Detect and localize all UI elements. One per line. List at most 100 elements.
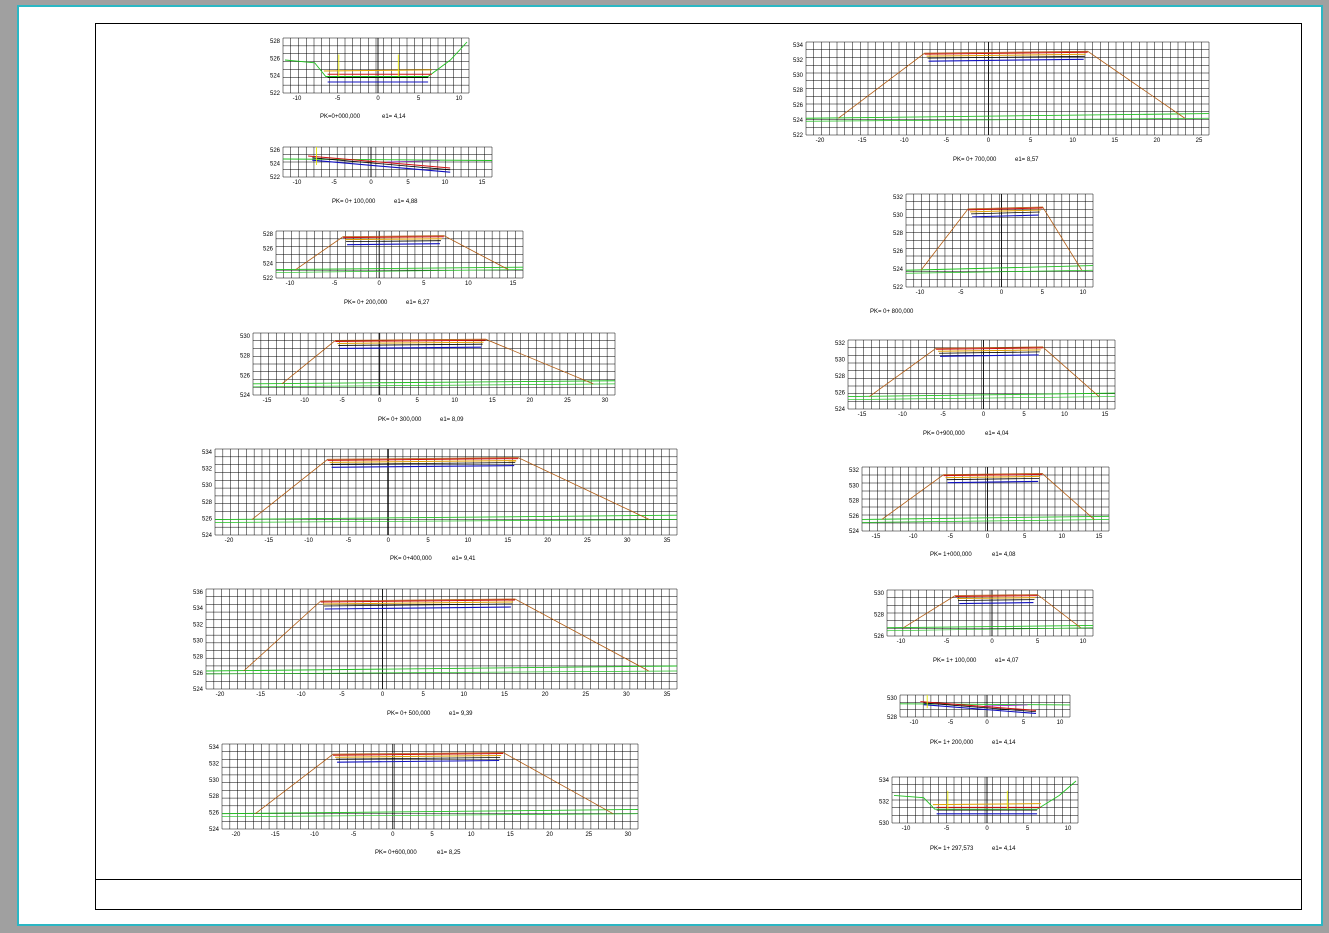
y-tick-label: 532 [835,341,846,347]
y-tick-label: 532 [793,58,804,64]
y-tick-label: 528 [209,794,220,800]
x-tick-label: -20 [216,692,225,698]
x-tick-label: 35 [664,692,671,698]
layer-line [970,209,1041,213]
layer-line [938,349,1041,352]
section-pk-label: PK= 1+000,000 [930,552,972,558]
x-tick-label: -10 [909,534,918,540]
x-tick-label: -15 [271,832,280,838]
y-tick-label: 526 [240,373,251,379]
terrain-line [805,117,1210,122]
layer-line [926,53,1086,57]
x-tick-label: 5 [1023,534,1027,540]
x-tick-label: 0 [376,96,380,102]
terrain-line [861,515,1110,520]
y-tick-label: 530 [193,639,204,645]
terrain-line [205,665,678,672]
layer-line [337,759,500,763]
terrain-line [905,265,1094,271]
layer-line [946,478,1040,481]
x-tick-label: 5 [1029,138,1033,144]
y-tick-label: 532 [209,761,220,767]
x-tick-label: 20 [544,538,551,544]
x-tick-label: -10 [916,290,925,296]
section-e1-label: e1= 4,14 [992,740,1016,746]
y-tick-label: 532 [849,468,860,474]
x-tick-label: 10 [1061,412,1068,418]
terrain-line [805,113,1210,119]
y-tick-label: 530 [893,213,904,219]
y-tick-label: 526 [209,811,220,817]
y-tick-label: 524 [849,529,860,535]
x-tick-label: -5 [940,412,946,418]
cross-section-13: -10 -5 0 5 10 530 528 PK= 1+ 200,000 e1= 4,14 [887,694,1071,746]
x-tick-label: 20 [542,692,549,698]
y-tick-label: 532 [879,800,890,806]
x-tick-label: 15 [507,832,514,838]
y-tick-label: 524 [835,407,846,413]
cross-section-3: -10 -5 0 5 10 15 528 526 524 522 PK= 0+ 200,000 e1=… [263,230,524,306]
section-e1-label: e1= 8,09 [440,417,464,423]
y-tick-label: 526 [263,247,274,253]
y-tick-label: 526 [793,103,804,109]
x-tick-label: -10 [293,180,302,186]
x-tick-label: -15 [858,412,867,418]
section-pk-label: PK= 0+ 200,000 [344,300,388,306]
y-tick-label: 524 [263,261,274,267]
layer-line [347,243,440,246]
x-tick-label: 15 [479,180,486,186]
layer-line [923,704,1037,715]
section-pk-label: PK= 0+ 300,000 [378,417,422,423]
cross-section-10: -15 -10 -5 0 5 10 15 532 530 528 526 524 PK= 0+900,0… [835,339,1116,437]
section-pk-label: PK= 0+600,000 [375,850,417,856]
design-profile [837,50,1186,119]
terrain-line [214,514,678,520]
section-e1-label: e1= 8,25 [437,850,461,856]
x-tick-label: -10 [310,832,319,838]
x-tick-label: 30 [602,398,609,404]
cross-section-7: -20 -15 -10 -5 0 5 10 15 20 25 30 534 532 530 528 526 52… [209,743,639,856]
y-tick-label: 522 [893,285,904,291]
y-tick-label: 526 [193,671,204,677]
terrain-line [214,519,678,523]
section-e1-label: e1= 4,88 [394,199,418,205]
layer-line [984,704,1028,707]
layer-line [936,347,1043,350]
x-tick-label: -15 [264,538,273,544]
title-block [95,879,1302,910]
section-pk-label: PK= 1+ 200,000 [930,740,974,746]
x-tick-label: 10 [1057,720,1064,726]
x-tick-label: 20 [546,832,553,838]
y-tick-label: 530 [202,483,213,489]
y-tick-label: 528 [240,354,251,360]
terrain-line [847,392,1116,398]
x-tick-label: -15 [872,534,881,540]
section-e1-label: e1= 6,27 [406,300,430,306]
y-tick-label: 530 [793,73,804,79]
x-tick-label: -15 [256,692,265,698]
x-tick-label: 5 [417,96,421,102]
layer-line [338,343,483,346]
x-tick-label: 0 [378,281,382,287]
y-tick-label: 528 [835,374,846,380]
x-tick-label: 5 [1036,639,1040,645]
y-tick-label: 524 [193,687,204,693]
x-tick-label: 15 [504,538,511,544]
x-tick-label: 15 [1102,412,1109,418]
y-tick-label: 522 [270,175,281,181]
section-e1-label: e1= 4,07 [995,658,1019,664]
x-tick-label: 10 [1080,639,1087,645]
layer-line [957,597,1036,600]
y-tick-label: 528 [793,88,804,94]
y-tick-label: 522 [270,91,281,97]
x-tick-label: 10 [442,180,449,186]
y-tick-label: 528 [887,715,898,721]
x-tick-label: -10 [286,281,295,287]
x-tick-label: -15 [858,138,867,144]
x-tick-label: 5 [430,832,434,838]
design-profile [903,594,1081,629]
y-tick-label: 524 [270,162,281,168]
y-tick-label: 532 [893,195,904,201]
layer-line [324,606,512,610]
x-tick-label: 25 [564,398,571,404]
